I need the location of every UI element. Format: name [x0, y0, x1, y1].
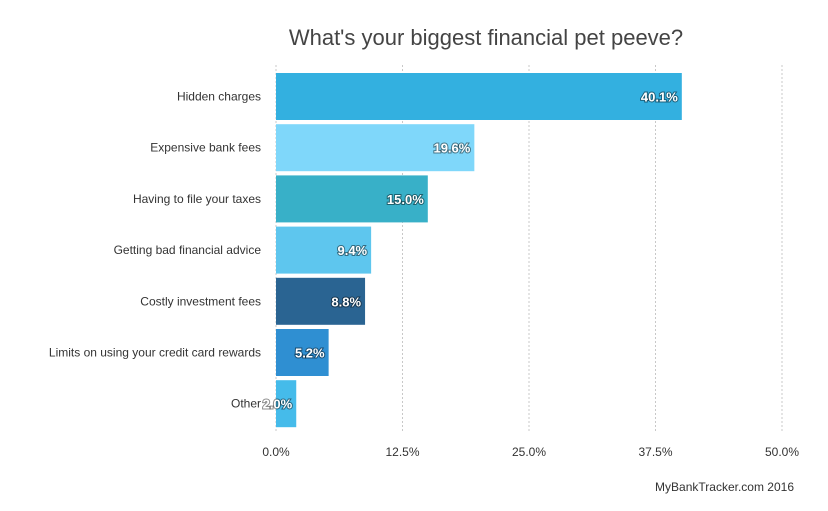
- category-label: Expensive bank fees: [150, 141, 261, 155]
- category-label: Having to file your taxes: [133, 192, 261, 206]
- x-tick-label: 25.0%: [512, 445, 546, 459]
- x-tick-label: 12.5%: [385, 445, 419, 459]
- bar: [276, 277, 366, 325]
- bar: [276, 175, 428, 223]
- data-label: 19.6%: [433, 141, 470, 156]
- data-label: 5.2%: [295, 346, 325, 361]
- chart-title: What's your biggest financial pet peeve?: [289, 25, 683, 50]
- bar: [276, 73, 682, 120]
- bar: [276, 380, 297, 428]
- data-label: 9.4%: [337, 243, 367, 258]
- x-axis-ticks: 0.0% 12.5% 25.0% 37.5% 50.0%: [262, 445, 799, 459]
- category-label: Getting bad financial advice: [114, 243, 262, 257]
- x-tick-label: 50.0%: [765, 445, 799, 459]
- x-tick-label: 37.5%: [638, 445, 672, 459]
- data-label: 8.8%: [331, 294, 361, 309]
- category-label: Limits on using your credit card rewards: [49, 346, 261, 360]
- bar: [276, 124, 475, 172]
- bar: [276, 226, 372, 274]
- bars: 40.1% 19.6% 15.0% 9.4% 8.8% 5.2% 2.0%: [262, 73, 682, 428]
- category-label: Hidden charges: [177, 90, 261, 104]
- bar: [276, 329, 329, 376]
- x-tick-label: 0.0%: [262, 445, 290, 459]
- data-label: 2.0%: [263, 397, 293, 412]
- data-label: 15.0%: [387, 192, 424, 207]
- data-label: 40.1%: [641, 90, 678, 105]
- category-labels: Hidden charges Expensive bank fees Having …: [49, 90, 261, 411]
- source-credit: MyBankTracker.com 2016: [655, 480, 794, 494]
- category-label: Other: [231, 397, 261, 411]
- category-label: Costly investment fees: [140, 294, 261, 308]
